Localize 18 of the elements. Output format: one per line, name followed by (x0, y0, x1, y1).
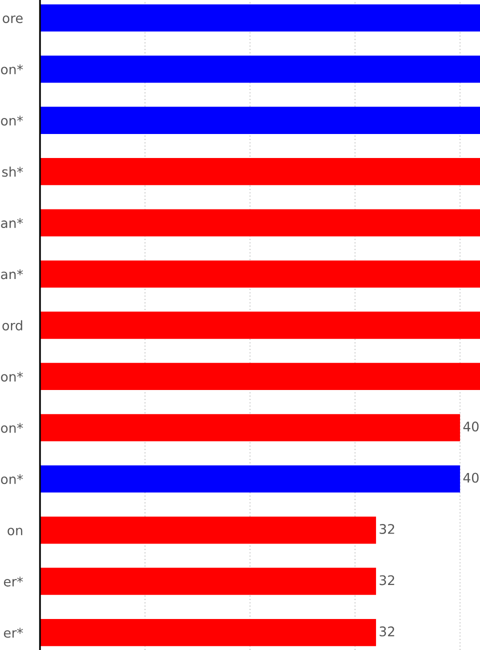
y-tick-label: on* (1, 372, 23, 382)
y-tick-label: er* (4, 628, 23, 638)
data-label: 40 (463, 472, 479, 483)
data-label: 32 (380, 524, 394, 534)
y-tick-label: on* (1, 116, 23, 126)
y-tick-label: sh* (2, 166, 23, 177)
y-tick-label: an* (1, 269, 23, 280)
data-label: 32 (380, 626, 394, 636)
y-tick-label: er* (4, 576, 23, 587)
y-tick-label: on (8, 528, 22, 536)
y-tick-label: ord (2, 320, 22, 330)
data-label: 40 (463, 422, 479, 432)
y-tick-label: an* (1, 218, 23, 228)
data-label: 32 (380, 575, 394, 586)
y-tick-label: on* (1, 422, 23, 433)
y-tick-label: ore (2, 16, 23, 24)
y-tick-label: on* (1, 64, 23, 74)
y-tick-label: on* (1, 474, 23, 484)
